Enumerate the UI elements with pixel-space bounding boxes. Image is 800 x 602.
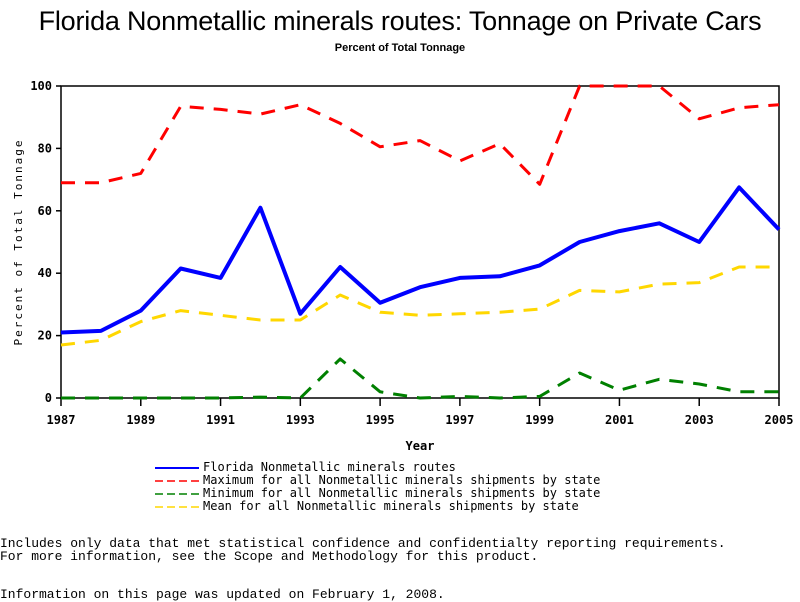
y-tick-label: 20: [38, 329, 52, 343]
line-chart: 0 20 40 60 80 100 1987 1989 1991 1993 1995 1997 1999…: [12, 79, 793, 453]
x-axis-label: Year: [406, 439, 435, 453]
legend-item: Mean for all Nonmetallic minerals shipme…: [155, 500, 600, 513]
axes: 0 20 40 60 80 100 1987 1989 1991 1993 1995 1997 1999…: [30, 79, 793, 427]
chart-subtitle: Percent of Total Tonnage: [334, 42, 466, 54]
y-tick-label: 40: [38, 266, 52, 280]
legend-item: Florida Nonmetallic minerals routes: [155, 461, 600, 474]
y-tick-label: 80: [38, 141, 52, 155]
footnote-methodology: For more information, see the Scope and …: [0, 549, 539, 564]
legend-item: Minimum for all Nonmetallic minerals shi…: [155, 487, 600, 500]
legend-label: Minimum for all Nonmetallic minerals shi…: [203, 486, 601, 500]
footnote-updated: Information on this page was updated on …: [0, 587, 445, 602]
x-tick-label: 1991: [206, 413, 235, 427]
y-tick-label: 0: [45, 391, 52, 405]
y-axis-label: Percent of Total Tonnage: [12, 139, 25, 346]
x-tick-label: 2003: [685, 413, 714, 427]
x-tick-label: 1999: [525, 413, 554, 427]
x-tick-label: 1997: [445, 413, 474, 427]
x-tick-label: 1987: [47, 413, 76, 427]
legend-label: Florida Nonmetallic minerals routes: [203, 460, 456, 474]
series-line-mean: [60, 265, 779, 347]
legend-item: Maximum for all Nonmetallic minerals shi…: [155, 474, 600, 487]
x-tick-label: 1995: [366, 413, 395, 427]
footnote-confidence: Includes only data that met statistical …: [0, 536, 726, 551]
series-line-maximum: [61, 84, 780, 186]
chart-title: Florida Nonmetallic minerals routes: Ton…: [38, 6, 762, 36]
legend-swatch-mean: [155, 505, 199, 508]
x-tick-label: 1993: [286, 413, 315, 427]
series-line-florida: [60, 185, 781, 335]
y-tick-label: 60: [38, 204, 52, 218]
y-tick-label: 100: [30, 79, 52, 93]
series-lines: [60, 84, 781, 400]
legend: Florida Nonmetallic minerals routes Maxi…: [155, 461, 600, 513]
plot-frame: [60, 85, 780, 399]
series-line-minimum: [61, 357, 779, 400]
x-tick-label: 2005: [765, 413, 794, 427]
legend-swatch-minimum: [155, 492, 199, 495]
x-tick-label: 1989: [126, 413, 155, 427]
legend-label: Mean for all Nonmetallic minerals shipme…: [203, 499, 579, 513]
legend-label: Maximum for all Nonmetallic minerals shi…: [203, 473, 601, 487]
legend-swatch-maximum: [155, 479, 199, 482]
legend-swatch-florida: [155, 466, 199, 469]
x-tick-label: 2001: [605, 413, 634, 427]
